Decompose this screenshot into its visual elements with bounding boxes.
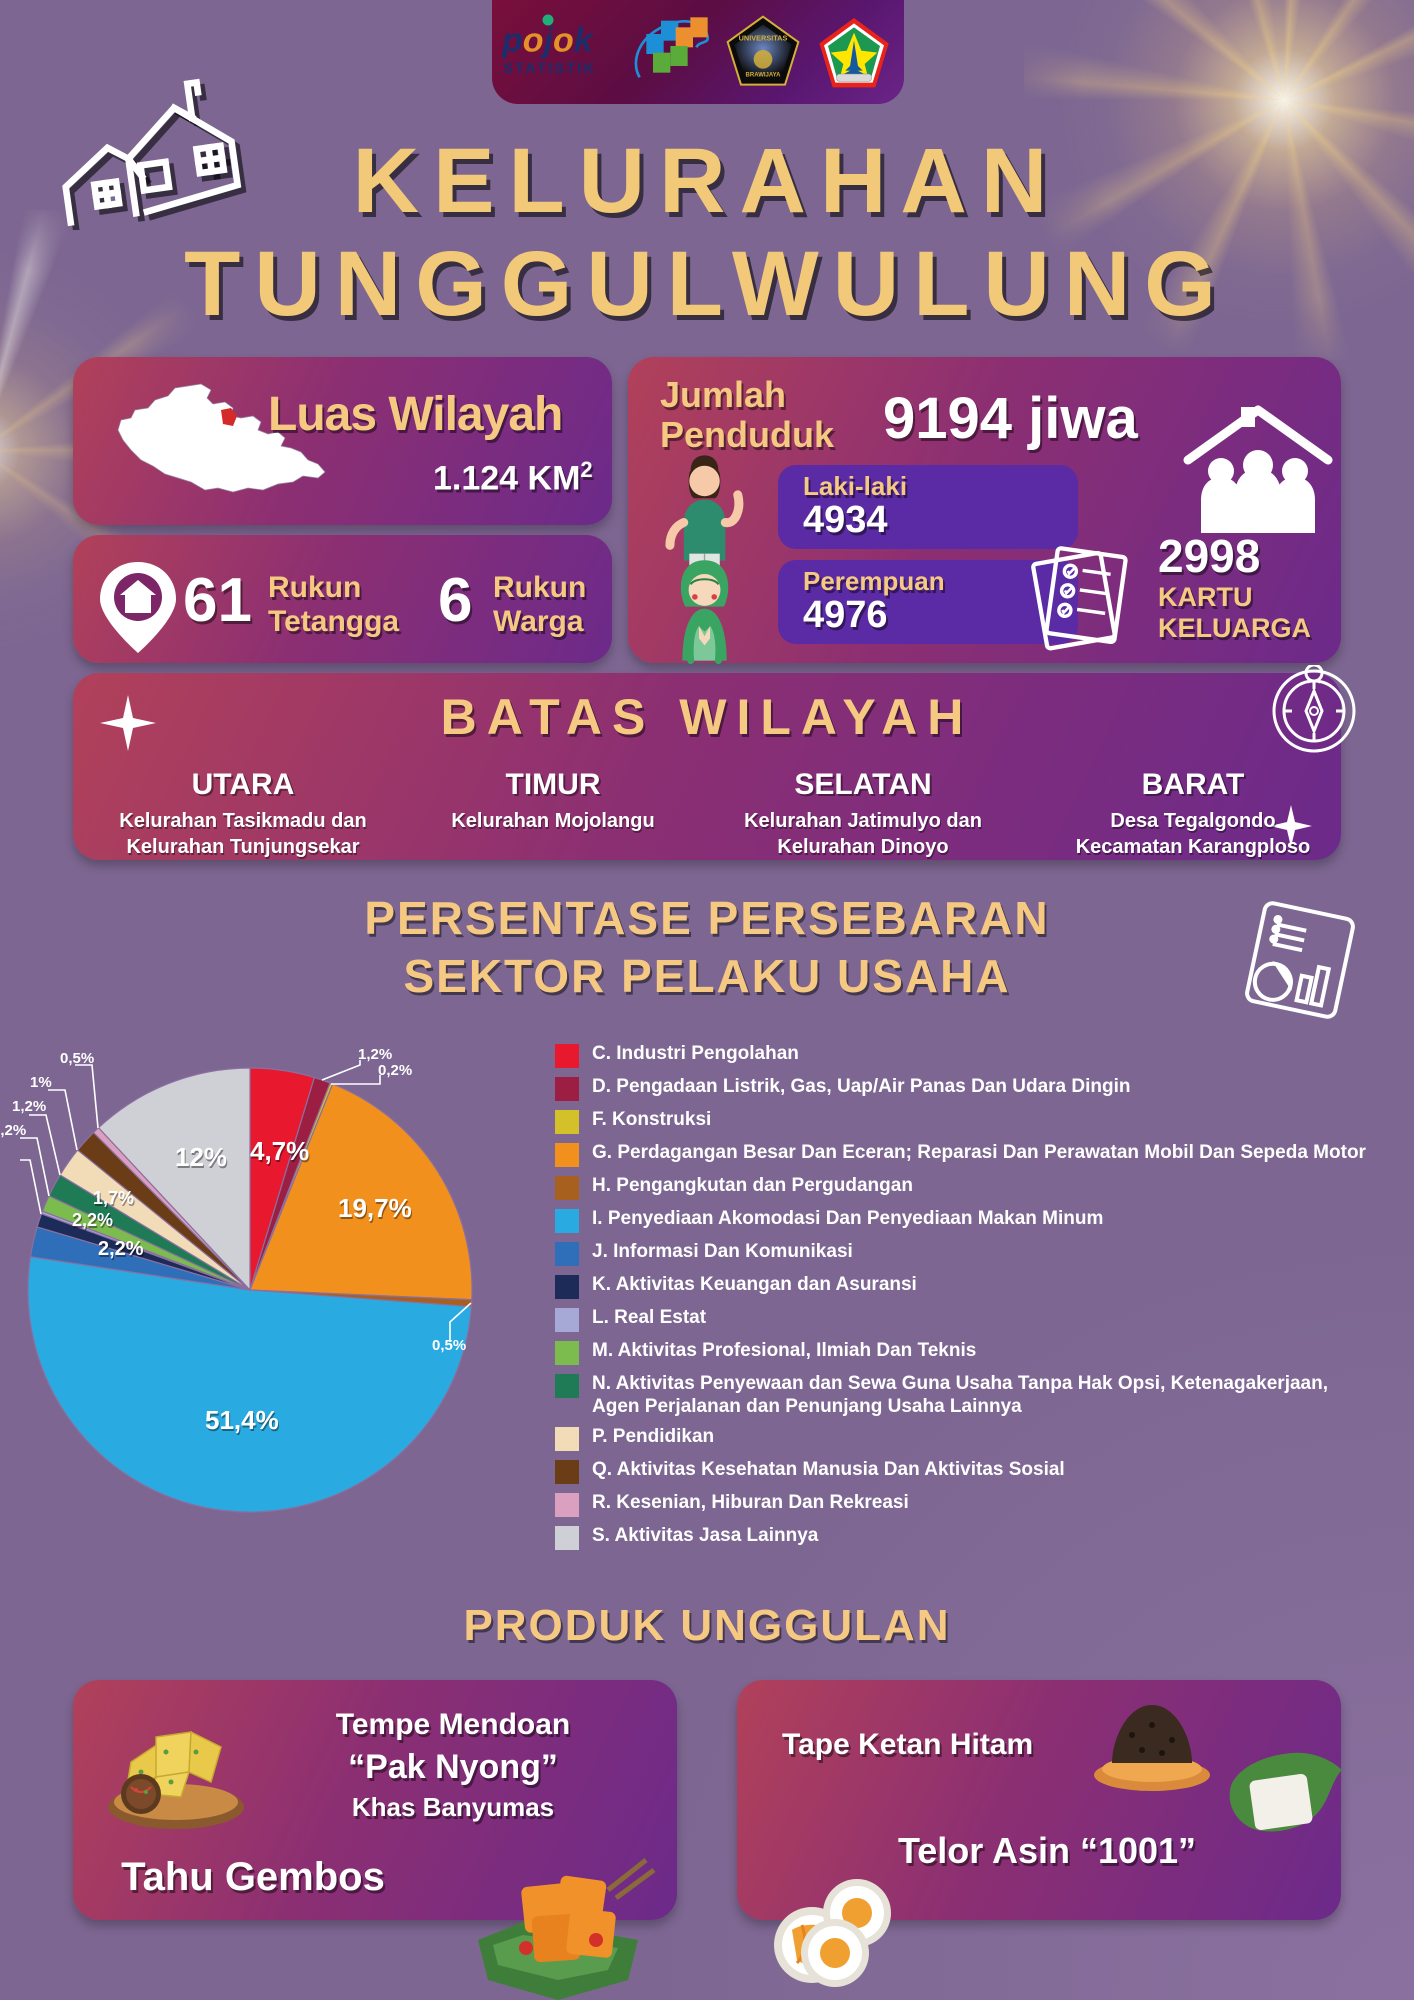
svg-text:UNIVERSITAS: UNIVERSITAS — [739, 34, 788, 43]
svg-text:STATISTIK: STATISTIK — [503, 60, 596, 77]
svg-text:pojok: pojok — [502, 22, 595, 60]
svg-text:BRAWIJAYA: BRAWIJAYA — [746, 73, 782, 79]
